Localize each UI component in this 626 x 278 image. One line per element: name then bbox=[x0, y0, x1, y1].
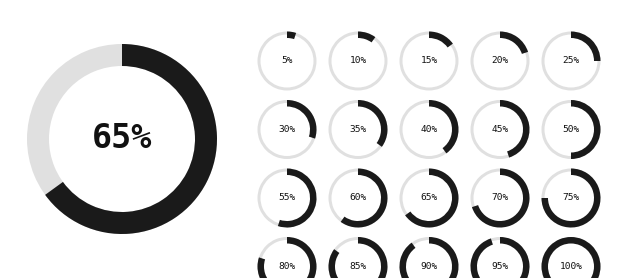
Text: 50%: 50% bbox=[562, 125, 580, 134]
Wedge shape bbox=[541, 100, 600, 159]
Text: 5%: 5% bbox=[281, 56, 293, 66]
Wedge shape bbox=[471, 237, 530, 278]
Wedge shape bbox=[358, 31, 376, 42]
Wedge shape bbox=[287, 100, 317, 139]
Wedge shape bbox=[472, 168, 530, 227]
Wedge shape bbox=[45, 44, 217, 234]
Wedge shape bbox=[471, 168, 530, 227]
Text: 80%: 80% bbox=[279, 262, 295, 271]
Wedge shape bbox=[287, 31, 296, 39]
Wedge shape bbox=[329, 168, 387, 227]
Text: 45%: 45% bbox=[491, 125, 508, 134]
Text: 95%: 95% bbox=[491, 262, 508, 271]
Text: 70%: 70% bbox=[491, 193, 508, 202]
Wedge shape bbox=[257, 31, 317, 91]
Wedge shape bbox=[399, 237, 458, 278]
Wedge shape bbox=[541, 168, 600, 227]
Wedge shape bbox=[257, 168, 317, 227]
Text: 65%: 65% bbox=[92, 123, 152, 155]
Wedge shape bbox=[429, 31, 453, 48]
Wedge shape bbox=[405, 168, 458, 227]
Wedge shape bbox=[399, 100, 458, 159]
Text: 40%: 40% bbox=[421, 125, 438, 134]
Wedge shape bbox=[541, 168, 600, 227]
Wedge shape bbox=[399, 31, 458, 91]
Text: 35%: 35% bbox=[349, 125, 367, 134]
Wedge shape bbox=[541, 31, 600, 91]
Text: 10%: 10% bbox=[349, 56, 367, 66]
Wedge shape bbox=[358, 100, 387, 147]
Text: 55%: 55% bbox=[279, 193, 295, 202]
Wedge shape bbox=[399, 168, 458, 227]
Wedge shape bbox=[399, 237, 458, 278]
Text: 15%: 15% bbox=[421, 56, 438, 66]
Wedge shape bbox=[471, 100, 530, 159]
Text: 90%: 90% bbox=[421, 262, 438, 271]
Wedge shape bbox=[541, 237, 600, 278]
Wedge shape bbox=[257, 237, 317, 278]
Wedge shape bbox=[329, 237, 387, 278]
Text: 20%: 20% bbox=[491, 56, 508, 66]
Wedge shape bbox=[500, 100, 530, 158]
Wedge shape bbox=[341, 168, 387, 227]
Text: 75%: 75% bbox=[562, 193, 580, 202]
Text: 85%: 85% bbox=[349, 262, 367, 271]
Text: 65%: 65% bbox=[421, 193, 438, 202]
Wedge shape bbox=[471, 31, 530, 91]
Wedge shape bbox=[329, 31, 387, 91]
Wedge shape bbox=[571, 31, 600, 61]
Wedge shape bbox=[27, 44, 217, 234]
Text: 100%: 100% bbox=[560, 262, 583, 271]
Wedge shape bbox=[471, 237, 530, 278]
Text: 60%: 60% bbox=[349, 193, 367, 202]
Text: 25%: 25% bbox=[562, 56, 580, 66]
Wedge shape bbox=[329, 237, 387, 278]
Wedge shape bbox=[257, 100, 317, 159]
Wedge shape bbox=[541, 237, 600, 278]
Wedge shape bbox=[500, 31, 528, 54]
Wedge shape bbox=[329, 100, 387, 159]
Wedge shape bbox=[429, 100, 458, 153]
Wedge shape bbox=[571, 100, 600, 159]
Text: 30%: 30% bbox=[279, 125, 295, 134]
Wedge shape bbox=[278, 168, 317, 227]
Wedge shape bbox=[257, 237, 317, 278]
